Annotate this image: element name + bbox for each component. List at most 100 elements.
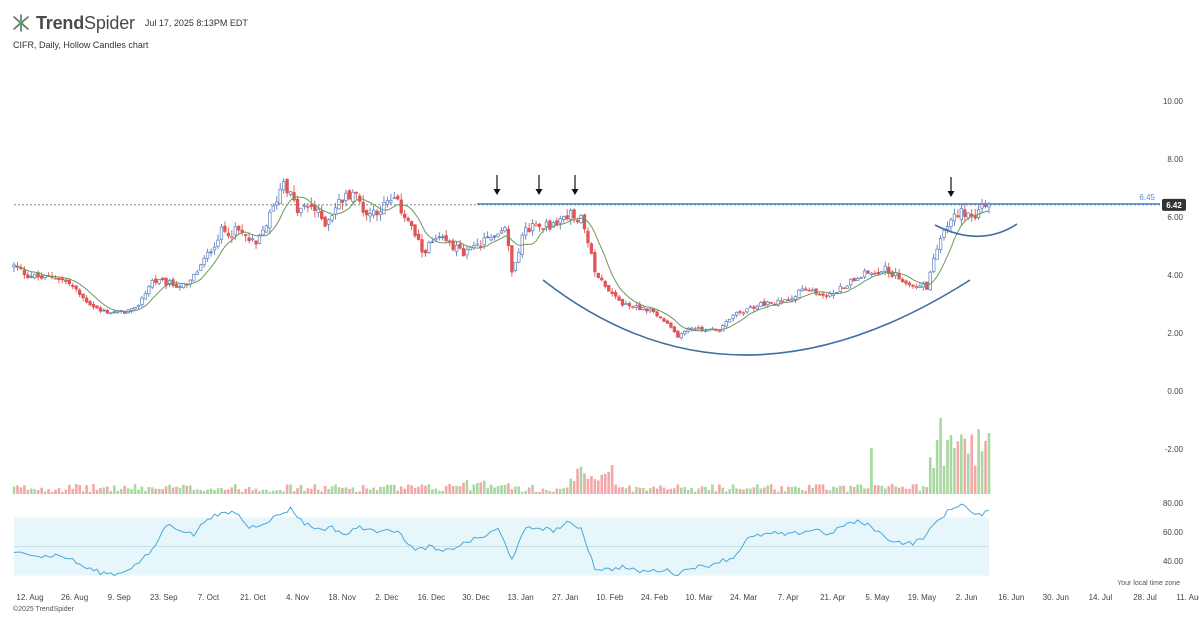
candle-body	[745, 308, 749, 313]
last-price-label: 6.42	[1166, 201, 1182, 210]
x-tick-label: 10. Feb	[596, 593, 624, 602]
volume-bar	[932, 468, 935, 494]
candle-body	[57, 278, 61, 281]
volume-bar	[883, 488, 887, 494]
x-tick-label: 7. Oct	[198, 593, 220, 602]
volume-bar	[486, 488, 489, 494]
volume-bar	[590, 476, 593, 494]
volume-bar	[787, 486, 790, 494]
volume-bar	[863, 488, 866, 494]
volume-bar	[897, 487, 901, 494]
volume-bar	[832, 486, 835, 494]
candle-body	[167, 280, 172, 285]
candle-body	[690, 327, 694, 330]
volume-bar	[911, 484, 915, 494]
volume-bar	[662, 487, 666, 494]
volume-bar	[437, 490, 441, 494]
volume-bar	[278, 489, 282, 494]
candle-body	[243, 234, 248, 237]
candle-body	[527, 228, 531, 232]
volume-bar	[977, 429, 980, 494]
volume-bar	[800, 489, 804, 494]
volume-bar	[61, 491, 64, 494]
volume-bar	[306, 488, 310, 494]
candle-body	[368, 212, 372, 217]
volume-bar	[161, 488, 164, 494]
volume-bar	[579, 466, 583, 494]
candle-body	[492, 235, 497, 238]
candle-body	[385, 200, 390, 205]
candle-body	[109, 312, 113, 315]
candle-body	[351, 191, 355, 202]
candle-body	[932, 257, 936, 272]
candle-body	[60, 278, 65, 281]
candle-body	[942, 229, 946, 238]
volume-bar	[635, 486, 638, 494]
candle-body	[416, 233, 421, 240]
volume-bar	[939, 418, 942, 494]
candle-body	[593, 252, 597, 273]
volume-bar	[382, 486, 386, 494]
volume-bar	[251, 490, 254, 494]
candle-body	[292, 192, 296, 201]
candle-body	[330, 215, 334, 221]
volume-bar	[583, 473, 586, 494]
candle-body	[354, 191, 358, 194]
volume-bar	[859, 484, 863, 494]
candle-body	[603, 280, 607, 287]
candle-body	[216, 239, 220, 247]
candle-body	[479, 245, 483, 248]
candle-body	[679, 333, 683, 339]
volume-bar	[396, 490, 400, 494]
volume-bar	[797, 487, 801, 494]
candle-body	[838, 285, 842, 292]
candle-body	[174, 283, 179, 288]
candle-body	[181, 283, 186, 289]
candle-body	[326, 219, 331, 225]
volume-bar	[970, 434, 974, 494]
candle-body	[925, 281, 929, 290]
volume-bar	[19, 487, 23, 494]
rsi-pane	[13, 503, 989, 577]
candle-body	[534, 223, 538, 227]
volume-bar	[427, 484, 431, 494]
volume-bar	[659, 485, 662, 494]
candle-body	[658, 316, 663, 319]
volume-bar	[839, 485, 842, 494]
volume-bar	[614, 484, 617, 494]
volume-bar	[545, 490, 548, 494]
volume-bar	[607, 471, 610, 494]
volume-bar	[399, 486, 403, 494]
volume-bar	[216, 488, 220, 494]
candle-body	[503, 227, 507, 232]
candle-body	[779, 300, 784, 303]
volume-bar	[690, 487, 693, 494]
volume-bar	[828, 490, 832, 494]
candle-body	[866, 270, 870, 274]
volume-bar	[469, 490, 472, 494]
volume-bar	[458, 486, 462, 494]
candle-body	[237, 225, 241, 231]
volume-bar	[648, 488, 652, 494]
volume-bar	[956, 441, 960, 494]
volume-bar	[880, 485, 884, 494]
volume-bar	[372, 487, 375, 494]
candle-body	[409, 221, 414, 227]
candle-body	[91, 303, 96, 308]
volume-bar	[482, 480, 486, 494]
volume-bar	[520, 491, 524, 494]
volume-bar	[541, 488, 545, 494]
volume-bar	[182, 484, 185, 494]
candle-body	[71, 284, 75, 287]
volume-bar	[807, 484, 811, 494]
volume-bar	[562, 488, 566, 494]
volume-bar	[835, 487, 839, 494]
volume-bar	[586, 478, 590, 494]
candle-body	[586, 230, 590, 244]
volume-bar	[36, 490, 40, 494]
candle-body	[129, 307, 134, 311]
volume-bar	[531, 484, 534, 494]
candle-body	[157, 279, 161, 284]
x-tick-label: 13. Jan	[507, 593, 533, 602]
